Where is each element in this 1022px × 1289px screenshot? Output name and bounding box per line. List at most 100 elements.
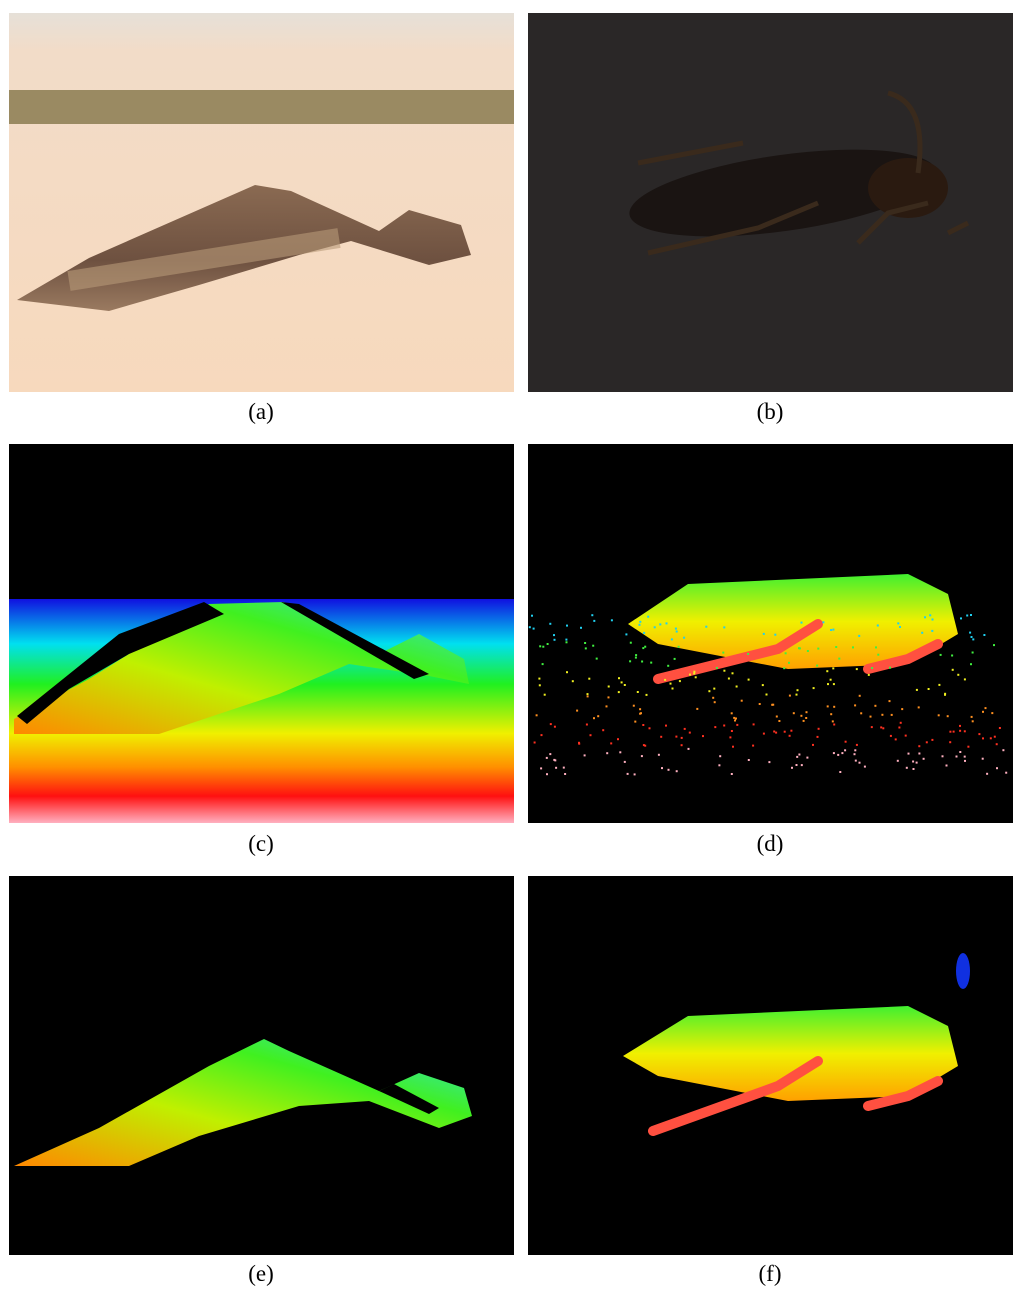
depth-speckle: [891, 714, 893, 716]
depth-speckle: [889, 700, 891, 702]
depth-speckle: [956, 756, 958, 758]
panel-caption: (c): [248, 831, 274, 856]
depth-speckle: [763, 733, 765, 735]
depth-speckle: [676, 631, 678, 633]
depth-speckle: [753, 723, 755, 725]
depth-speckle: [544, 694, 546, 696]
depth-speckle: [946, 765, 948, 767]
photo-beetle: [528, 13, 1013, 392]
depth-speckle: [803, 720, 805, 722]
depth-speckle: [838, 658, 840, 660]
depth-speckle: [990, 737, 992, 739]
depth-speckle: [610, 742, 612, 744]
depth-speckle: [881, 714, 883, 716]
depth-speckle: [972, 720, 974, 722]
depth-speckle: [540, 767, 542, 769]
depth-speckle: [971, 716, 973, 718]
depth-fossil-raw: [9, 444, 514, 823]
depth-speckle: [675, 736, 677, 738]
depth-speckle: [822, 621, 824, 623]
depth-speckle: [854, 749, 856, 751]
depth-speckle: [901, 708, 903, 710]
depth-speckle: [542, 646, 544, 648]
depth-speckle: [833, 752, 835, 754]
depth-speckle: [859, 762, 861, 764]
depth-speckle: [658, 754, 660, 756]
depth-speckle: [546, 773, 548, 775]
depth-speckle: [681, 737, 683, 739]
depth-speckle: [588, 678, 590, 680]
depth-speckle: [918, 753, 920, 755]
depth-speckle: [695, 676, 697, 678]
depth-speckle: [723, 725, 725, 727]
depth-speckle: [661, 767, 663, 769]
page: (a) (b) (c) (d) (e) (f) (() => { const d…: [0, 0, 1022, 1289]
depth-speckle: [835, 646, 837, 648]
depth-speckle: [566, 671, 568, 673]
depth-speckle: [635, 657, 637, 659]
depth-speckle: [789, 695, 791, 697]
depth-speckle: [606, 752, 608, 754]
depth-speckle: [978, 733, 980, 735]
depth-speckle: [773, 731, 775, 733]
depth-speckle: [762, 684, 764, 686]
depth-speckle: [619, 751, 621, 753]
panel-caption: (e): [248, 1261, 274, 1286]
depth-speckle: [905, 735, 907, 737]
depth-speckle: [688, 748, 690, 750]
depth-speckle: [982, 711, 984, 713]
depth-speckle: [890, 735, 892, 737]
depth-speckle: [800, 715, 802, 717]
depth-speckle: [676, 770, 678, 772]
depth-speckle: [606, 705, 608, 707]
depth-speckle: [832, 667, 834, 669]
depth-speckle: [759, 703, 761, 705]
figure: (a) (b) (c) (d) (e) (f): [0, 0, 1022, 1289]
depth-speckle: [796, 756, 798, 758]
depth-speckle: [959, 751, 961, 753]
depth-speckle: [633, 705, 635, 707]
depth-speckle: [531, 615, 533, 617]
depth-speckle: [642, 724, 644, 726]
depth-speckle: [964, 678, 966, 680]
depth-speckle: [578, 743, 580, 745]
depth-speckle: [649, 727, 651, 729]
depth-speckle: [912, 761, 914, 763]
depth-speckle: [554, 726, 556, 728]
depth-speckle: [996, 743, 998, 745]
depth-speckle: [678, 646, 680, 648]
depth-speckle: [817, 648, 819, 650]
depth-speckle: [731, 730, 733, 732]
depth-speckle: [643, 744, 645, 746]
depth-speckle: [716, 667, 718, 669]
depth-speckle: [993, 644, 995, 646]
depth-speckle: [839, 771, 841, 773]
depth-speckle: [729, 736, 731, 738]
depth-speckle: [852, 646, 854, 648]
depth-speckle: [970, 663, 972, 665]
depth-speckle: [735, 718, 737, 720]
panel-caption: (f): [759, 1261, 782, 1286]
depth-speckle: [597, 715, 599, 717]
depth-speckle: [654, 626, 656, 628]
depth-speckle: [897, 622, 899, 624]
depth-speckle: [999, 727, 1001, 729]
depth-speckle: [805, 717, 807, 719]
depth-speckle: [971, 636, 973, 638]
depth-speckle: [807, 650, 809, 652]
depth-speckle: [806, 757, 808, 759]
depth-speckle: [791, 767, 793, 769]
depth-speckle: [702, 735, 704, 737]
depth-speckle: [644, 646, 646, 648]
depth-speckle: [960, 617, 962, 619]
depth-speckle: [940, 654, 942, 656]
depth-speckle: [949, 741, 951, 743]
depth-speckle: [639, 624, 641, 626]
depth-speckle: [624, 761, 626, 763]
depth-speckle: [650, 662, 652, 664]
depth-speckle: [801, 764, 803, 766]
depth-speckle: [634, 773, 636, 775]
depth-speckle: [793, 712, 795, 714]
depth-speckle: [592, 645, 594, 647]
depth-speckle: [964, 730, 966, 732]
